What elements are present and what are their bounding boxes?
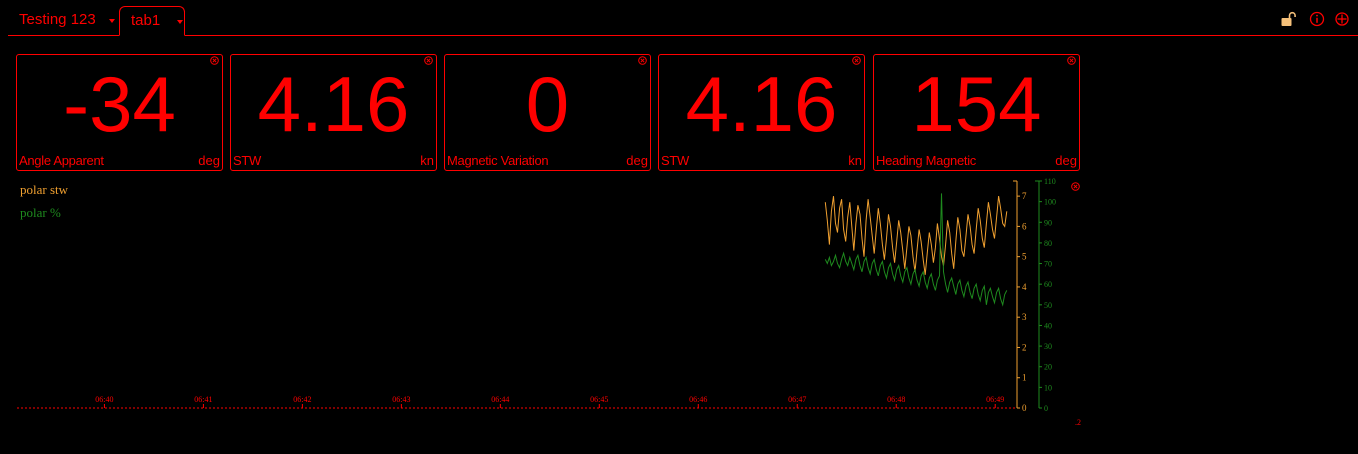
widget-unit: kn	[848, 153, 862, 168]
y-tick-label: 5	[1022, 252, 1027, 262]
widget-magnetic-variation[interactable]: 0 Magnetic Variation deg	[444, 54, 651, 171]
chevron-down-icon[interactable]	[109, 19, 115, 23]
chevron-down-icon[interactable]	[177, 20, 183, 24]
widget-value: 0	[525, 60, 570, 148]
y-tick-label: 0	[1022, 403, 1027, 413]
widget-label: STW	[661, 153, 689, 168]
y-tick-label: 10	[1044, 383, 1052, 392]
widget-stw[interactable]: 4.16 STW kn	[230, 54, 437, 171]
x-tick-label: 06:41	[194, 395, 212, 404]
x-tick-label: 06:47	[788, 395, 806, 404]
legend-polar-pct: polar %	[20, 205, 61, 220]
tab-bar-divider	[8, 35, 1358, 36]
widget-stw-2[interactable]: 4.16 STW kn	[658, 54, 865, 171]
widget-heading-magnetic[interactable]: 154 Heading Magnetic deg	[873, 54, 1080, 171]
x-tick-label: 06:49	[986, 395, 1004, 404]
series-line	[824, 193, 1008, 307]
y-tick-label: 110	[1044, 177, 1056, 186]
lock-icon[interactable]	[1280, 11, 1296, 27]
y-tick-label: 50	[1044, 301, 1052, 310]
tab-bar: Testing 123 tab1	[0, 0, 1358, 36]
info-icon[interactable]	[1309, 11, 1325, 27]
x-tick-label: 06:43	[392, 395, 410, 404]
y-tick-label: 30	[1044, 342, 1052, 351]
widget-unit: kn	[420, 153, 434, 168]
y-tick-label: 0	[1044, 404, 1048, 413]
y-tick-label: 60	[1044, 280, 1052, 289]
series-line	[824, 196, 1008, 275]
widget-unit: deg	[198, 153, 220, 168]
widget-value: -34	[63, 60, 176, 148]
widget-label: Heading Magnetic	[876, 153, 976, 168]
y-tick-label: 1	[1022, 373, 1027, 383]
y-tick-label: 2	[1022, 342, 1027, 352]
close-icon[interactable]	[638, 56, 647, 65]
x-tick-label: 06:46	[689, 395, 707, 404]
y-tick-label: 20	[1044, 363, 1052, 372]
y-tick-label: 6	[1022, 221, 1027, 231]
widget-value: 154	[911, 60, 1042, 148]
widget-label: STW	[233, 153, 261, 168]
tab-testing-123[interactable]: Testing 123	[8, 6, 116, 36]
y-tick-label: 40	[1044, 321, 1052, 330]
x-tick-label: 06:40	[95, 395, 113, 404]
x-tick-label: 06:42	[293, 395, 311, 404]
widget-angle-apparent[interactable]: -34 Angle Apparent deg	[16, 54, 223, 171]
legend-polar-stw: polar stw	[20, 182, 69, 197]
tab-label: tab1	[131, 12, 161, 29]
widget-label: Magnetic Variation	[447, 153, 549, 168]
widget-label: Angle Apparent	[19, 153, 104, 168]
widget-unit: deg	[626, 153, 648, 168]
y-tick-label: 70	[1044, 260, 1052, 269]
widget-unit: deg	[1055, 153, 1077, 168]
history-chart[interactable]: polar stw polar % 06:40 06:41 06:42 06:43 06…	[0, 176, 1100, 436]
close-icon[interactable]	[1067, 56, 1076, 65]
widget-value: 4.16	[685, 60, 838, 148]
x-tick-label: 06:45	[590, 395, 608, 404]
x-tick-label: 06:44	[491, 395, 509, 404]
y-tick-label: 7	[1022, 191, 1027, 201]
add-icon[interactable]	[1334, 11, 1350, 27]
tab-label: Testing 123	[19, 11, 96, 28]
tab-tab1[interactable]: tab1	[119, 6, 185, 36]
y-tick-label: 4	[1022, 282, 1027, 292]
y-tick-label: 90	[1044, 218, 1052, 227]
widget-value: 4.16	[257, 60, 410, 148]
y-tick-label: 3	[1022, 312, 1027, 322]
x-tick-label: 06:48	[887, 395, 905, 404]
close-icon[interactable]	[424, 56, 433, 65]
chart-plot-area: 06:40 06:41 06:42 06:43 06:44 06:45 06:46 06:47…	[17, 177, 1081, 427]
close-icon[interactable]	[852, 56, 861, 65]
corner-label: .2	[1075, 418, 1081, 427]
y-tick-label: 100	[1044, 198, 1056, 207]
close-icon[interactable]	[210, 56, 219, 65]
close-icon[interactable]	[1071, 182, 1080, 191]
y-tick-label: 80	[1044, 239, 1052, 248]
